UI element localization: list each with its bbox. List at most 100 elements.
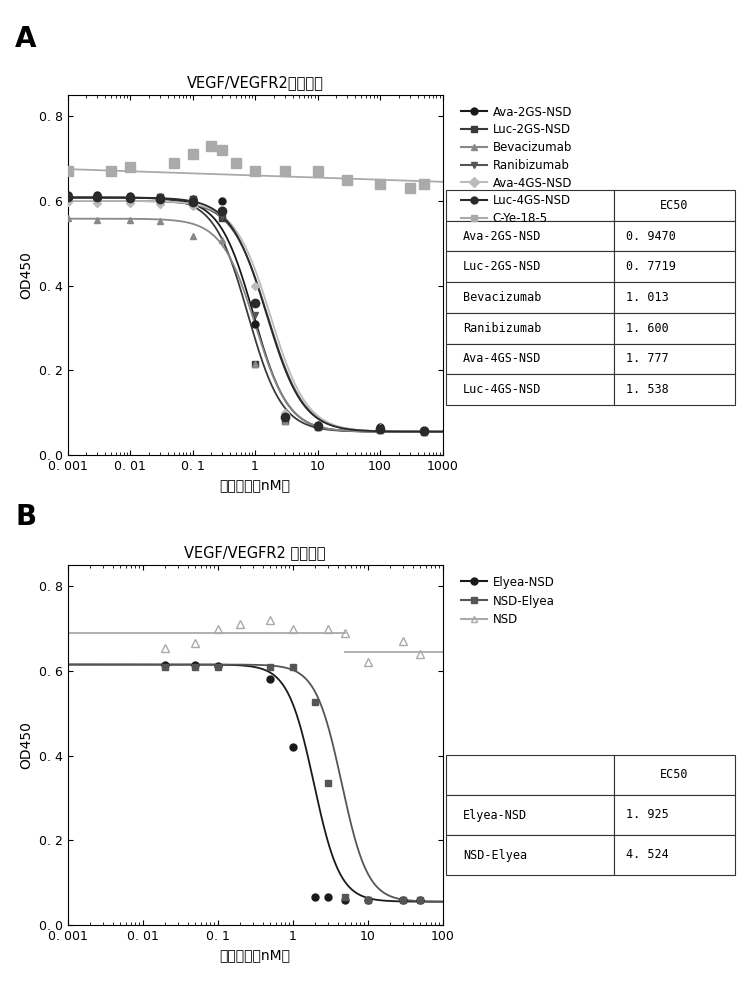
Legend: Ava-2GS-NSD, Luc-2GS-NSD, Bevacizumab, Ranibizumab, Ava-4GS-NSD, Luc-4GS-NSD, C-: Ava-2GS-NSD, Luc-2GS-NSD, Bevacizumab, R… xyxy=(456,101,577,230)
Bevacizumab xyxy=(188,230,197,242)
Elyea-NSD xyxy=(324,891,333,903)
Ava-4GS-NSD xyxy=(419,424,428,436)
NSD xyxy=(160,642,170,654)
Ava-4GS-NSD xyxy=(188,200,197,212)
Title: VEGF/VEGFR2 阵断实验: VEGF/VEGFR2 阵断实验 xyxy=(184,545,326,560)
Luc-4GS-NSD xyxy=(280,411,290,423)
Ava-4GS-NSD xyxy=(217,203,226,215)
Line: Bevacizumab: Bevacizumab xyxy=(64,214,427,435)
Ava-2GS-NSD xyxy=(155,191,164,203)
Line: Elyea-NSD: Elyea-NSD xyxy=(161,661,424,903)
Line: Luc-4GS-NSD: Luc-4GS-NSD xyxy=(63,192,427,435)
Elyea-NSD xyxy=(310,891,320,903)
C-Ye-18-5 xyxy=(313,165,322,177)
Ava-2GS-NSD xyxy=(188,193,197,205)
C-Ye-18-5 xyxy=(251,165,260,177)
Bevacizumab xyxy=(155,215,164,227)
Luc-4GS-NSD xyxy=(155,193,164,205)
Bevacizumab xyxy=(125,214,134,226)
Ranibizumab xyxy=(217,210,226,222)
Ava-4GS-NSD xyxy=(280,407,290,419)
Luc-4GS-NSD xyxy=(419,425,428,437)
Ava-2GS-NSD xyxy=(313,419,322,431)
Y-axis label: OD450: OD450 xyxy=(19,251,33,299)
Ranibizumab xyxy=(125,197,134,209)
Luc-4GS-NSD xyxy=(251,297,260,309)
Bevacizumab xyxy=(313,421,322,433)
Luc-2GS-NSD xyxy=(125,191,134,203)
Luc-4GS-NSD xyxy=(63,191,72,203)
Ava-4GS-NSD xyxy=(376,422,385,434)
Line: NSD-Elyea: NSD-Elyea xyxy=(161,663,424,903)
Luc-2GS-NSD xyxy=(188,193,197,205)
Ava-4GS-NSD xyxy=(63,196,72,208)
Bevacizumab xyxy=(251,358,260,370)
Luc-2GS-NSD xyxy=(217,212,226,224)
Luc-4GS-NSD xyxy=(376,423,385,435)
Elyea-NSD xyxy=(363,894,372,906)
Ranibizumab xyxy=(376,424,385,436)
C-Ye-18-5 xyxy=(419,178,428,190)
NSD-Elyea xyxy=(190,661,200,673)
Text: B: B xyxy=(15,503,36,531)
NSD xyxy=(190,637,200,649)
NSD xyxy=(288,623,297,635)
C-Ye-18-5 xyxy=(217,144,226,156)
Ava-2GS-NSD xyxy=(93,189,102,201)
Line: C-Ye-18-5: C-Ye-18-5 xyxy=(63,141,428,193)
Bevacizumab xyxy=(217,234,226,246)
Luc-4GS-NSD xyxy=(188,196,197,208)
C-Ye-18-5 xyxy=(280,165,290,177)
Bevacizumab xyxy=(280,415,290,427)
Ava-2GS-NSD xyxy=(376,421,385,433)
Luc-2GS-NSD xyxy=(376,424,385,436)
Line: Ava-4GS-NSD: Ava-4GS-NSD xyxy=(64,199,427,433)
Elyea-NSD xyxy=(213,660,222,672)
Ava-4GS-NSD xyxy=(125,197,134,209)
Luc-4GS-NSD xyxy=(217,205,226,217)
Line: Ava-2GS-NSD: Ava-2GS-NSD xyxy=(64,191,427,433)
NSD-Elyea xyxy=(324,777,333,789)
NSD-Elyea xyxy=(363,894,372,906)
NSD-Elyea xyxy=(266,661,274,673)
Ranibizumab xyxy=(280,411,290,423)
NSD xyxy=(324,623,333,635)
NSD xyxy=(363,656,372,668)
Ranibizumab xyxy=(188,199,197,211)
NSD-Elyea xyxy=(160,661,170,673)
Ava-4GS-NSD xyxy=(251,280,260,292)
Luc-2GS-NSD xyxy=(313,421,322,433)
Ava-2GS-NSD xyxy=(63,189,72,201)
Ava-2GS-NSD xyxy=(217,195,226,207)
Luc-4GS-NSD xyxy=(125,192,134,204)
NSD-Elyea xyxy=(399,894,408,906)
Line: Ranibizumab: Ranibizumab xyxy=(64,197,427,435)
Text: A: A xyxy=(15,25,37,53)
NSD xyxy=(266,614,274,626)
NSD-Elyea xyxy=(310,696,320,708)
NSD xyxy=(416,648,424,660)
Elyea-NSD xyxy=(399,894,408,906)
Bevacizumab xyxy=(419,426,428,438)
NSD-Elyea xyxy=(416,894,424,906)
Ranibizumab xyxy=(63,195,72,207)
Luc-4GS-NSD xyxy=(93,191,102,203)
Ranibizumab xyxy=(93,196,102,208)
Ava-2GS-NSD xyxy=(125,190,134,202)
Luc-2GS-NSD xyxy=(280,415,290,427)
Ava-4GS-NSD xyxy=(313,420,322,432)
NSD xyxy=(236,618,244,630)
C-Ye-18-5 xyxy=(343,174,352,186)
Ava-2GS-NSD xyxy=(251,318,260,330)
Luc-2GS-NSD xyxy=(155,191,164,203)
Bevacizumab xyxy=(63,212,72,224)
C-Ye-18-5 xyxy=(188,148,197,160)
Luc-2GS-NSD xyxy=(419,426,428,438)
Elyea-NSD xyxy=(266,673,274,685)
C-Ye-18-5 xyxy=(63,165,72,177)
Elyea-NSD xyxy=(160,659,170,671)
Line: Luc-2GS-NSD: Luc-2GS-NSD xyxy=(64,193,427,435)
Title: VEGF/VEGFR2阵断实验: VEGF/VEGFR2阵断实验 xyxy=(187,75,323,90)
C-Ye-18-5 xyxy=(125,161,134,173)
Bevacizumab xyxy=(376,424,385,436)
